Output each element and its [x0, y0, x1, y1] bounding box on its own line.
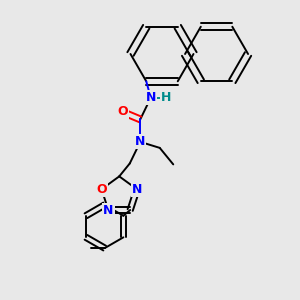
Text: N: N	[135, 135, 146, 148]
Text: N: N	[103, 203, 113, 217]
Text: N: N	[132, 183, 142, 196]
Text: H: H	[161, 91, 172, 104]
Text: O: O	[96, 183, 107, 196]
Text: N: N	[146, 91, 156, 104]
Text: O: O	[117, 105, 128, 119]
